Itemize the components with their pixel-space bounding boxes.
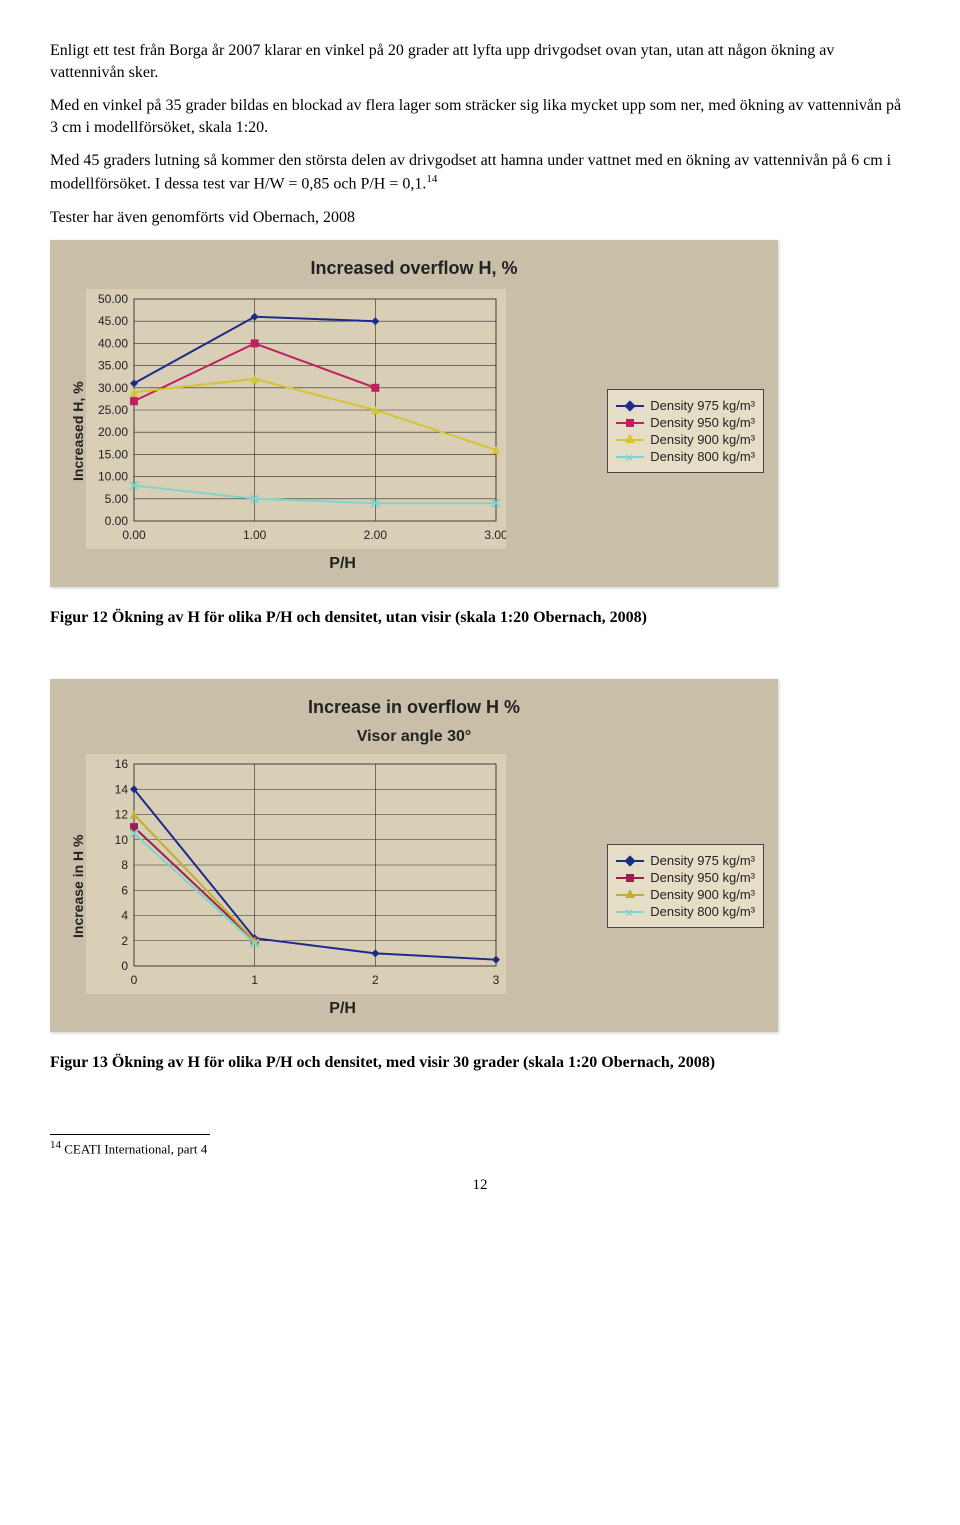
svg-text:40.00: 40.00 [98,337,128,351]
paragraph-4: Tester har även genomförts vid Obernach,… [50,207,910,229]
svg-text:0: 0 [131,973,138,987]
svg-text:10.00: 10.00 [98,470,128,484]
caption-1: Figur 12 Ökning av H för olika P/H och d… [50,607,910,629]
svg-text:50.00: 50.00 [98,292,128,306]
chart-2-panel: Increase in overflow H % Visor angle 30°… [50,679,778,1032]
svg-text:1: 1 [251,973,258,987]
page-number: 12 [50,1177,910,1194]
chart-2-legend: Density 975 kg/m³ Density 950 kg/m³ Densit… [607,844,764,928]
chart-1-plot: 0.00 5.00 10.00 15.00 20.00 25.00 30.00 35.00 40… [86,289,506,549]
chart-1-panel: Increased overflow H, % Increased H, % 0… [50,240,778,587]
footnote-separator [50,1134,210,1135]
chart-2-ylabel: Increase in H % [64,754,86,1018]
footnote-ref-14: 14 [426,173,437,185]
svg-text:2.00: 2.00 [364,528,388,542]
svg-text:5.00: 5.00 [105,492,129,506]
svg-text:25.00: 25.00 [98,403,128,417]
svg-text:4: 4 [121,909,128,923]
svg-text:12: 12 [115,808,129,822]
legend-item: Density 900 kg/m³ [616,432,755,447]
legend-item: ×Density 800 kg/m³ [616,449,755,464]
svg-text:0.00: 0.00 [105,514,129,528]
legend-item: Density 950 kg/m³ [616,415,755,430]
svg-text:20.00: 20.00 [98,426,128,440]
svg-text:3: 3 [493,973,500,987]
caption-2: Figur 13 Ökning av H för olika P/H och d… [50,1052,910,1074]
footnote-14-text: CEATI International, part 4 [61,1141,207,1156]
chart-2-xlabel: P/H [86,1000,599,1018]
paragraph-1: Enligt ett test från Borga år 2007 klara… [50,40,910,83]
svg-text:0.00: 0.00 [122,528,146,542]
svg-text:2: 2 [121,934,128,948]
svg-text:10: 10 [115,833,129,847]
legend-item: Density 975 kg/m³ [616,853,755,868]
svg-text:6: 6 [121,883,128,897]
chart-1-xlabel: P/H [86,555,599,573]
chart-1-legend: Density 975 kg/m³ Density 950 kg/m³ Densit… [607,389,764,473]
footnote-14: 14 CEATI International, part 4 [50,1139,910,1157]
svg-text:2: 2 [372,973,379,987]
svg-text:16: 16 [115,757,129,771]
legend-item: ×Density 800 kg/m³ [616,904,755,919]
svg-text:30.00: 30.00 [98,381,128,395]
svg-text:1.00: 1.00 [243,528,267,542]
svg-text:35.00: 35.00 [98,359,128,373]
svg-text:0: 0 [121,959,128,973]
svg-text:45.00: 45.00 [98,315,128,329]
legend-item: Density 975 kg/m³ [616,398,755,413]
chart-2-subtitle: Visor angle 30° [64,728,764,746]
legend-item: Density 900 kg/m³ [616,887,755,902]
chart-1-title: Increased overflow H, % [64,258,764,279]
svg-text:3.00: 3.00 [484,528,506,542]
footnote-14-num: 14 [50,1139,61,1151]
svg-text:15.00: 15.00 [98,448,128,462]
paragraph-3: Med 45 graders lutning så kommer den stö… [50,150,910,195]
svg-text:8: 8 [121,858,128,872]
paragraph-3-text: Med 45 graders lutning så kommer den stö… [50,152,891,192]
chart-2-title: Increase in overflow H % [64,697,764,718]
chart-1-ylabel: Increased H, % [64,289,86,573]
svg-text:14: 14 [115,782,129,796]
paragraph-2: Med en vinkel på 35 grader bildas en blo… [50,95,910,138]
legend-item: Density 950 kg/m³ [616,870,755,885]
chart-2-plot: 02468101214160123 [86,754,506,994]
